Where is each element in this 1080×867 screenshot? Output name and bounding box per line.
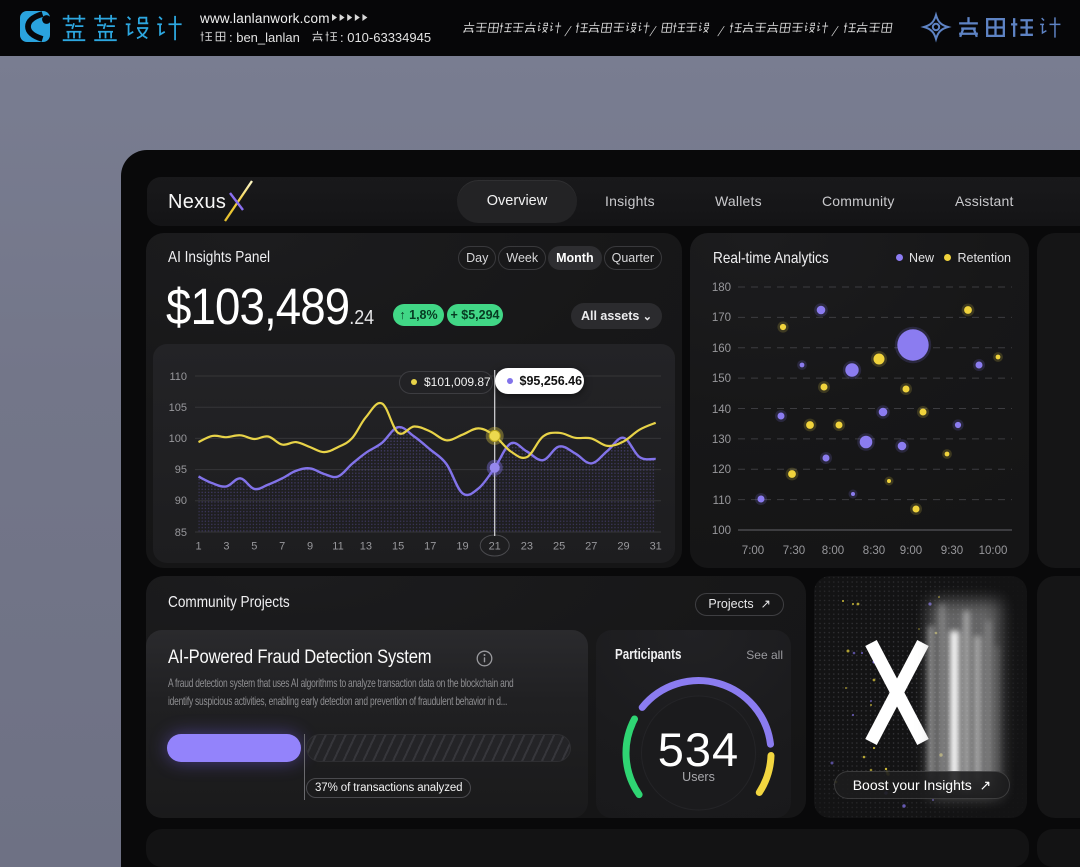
svg-text:3: 3 [223, 541, 229, 553]
svg-text:140: 140 [712, 404, 731, 416]
svg-text:: ben_lanlan: : ben_lanlan [229, 30, 300, 45]
svg-text:170: 170 [712, 312, 731, 324]
svg-text:21: 21 [489, 541, 501, 553]
svg-text:90: 90 [175, 495, 187, 507]
svg-text:23: 23 [521, 541, 533, 553]
svg-text:9:30: 9:30 [941, 545, 963, 557]
svg-text:7: 7 [279, 541, 285, 553]
svg-text:15: 15 [392, 541, 404, 553]
svg-text:/: / [563, 24, 572, 40]
svg-text:9: 9 [307, 541, 313, 553]
svg-text:9:00: 9:00 [900, 545, 922, 557]
svg-text:29: 29 [617, 541, 629, 553]
svg-text:7:30: 7:30 [783, 545, 805, 557]
svg-text:19: 19 [456, 541, 468, 553]
svg-text:110: 110 [169, 371, 187, 383]
svg-text:85: 85 [175, 527, 187, 539]
svg-text:95: 95 [175, 464, 187, 476]
svg-text:110: 110 [713, 495, 731, 507]
svg-text:100: 100 [712, 525, 731, 537]
svg-text:10:00: 10:00 [979, 545, 1008, 557]
svg-text:7:00: 7:00 [742, 545, 764, 557]
svg-text:160: 160 [712, 343, 731, 355]
svg-text:120: 120 [712, 464, 731, 476]
svg-text:105: 105 [169, 402, 187, 414]
svg-text:/: / [716, 24, 725, 40]
svg-text:130: 130 [712, 434, 731, 446]
svg-text:100: 100 [169, 433, 187, 445]
svg-text:27: 27 [585, 541, 597, 553]
svg-text:13: 13 [360, 541, 372, 553]
svg-text:31: 31 [650, 541, 662, 553]
svg-text:www.lanlanwork.com: www.lanlanwork.com [199, 11, 330, 26]
svg-text:1: 1 [195, 541, 201, 553]
svg-text:17: 17 [424, 541, 436, 553]
svg-text:/: / [648, 24, 657, 40]
svg-text:25: 25 [553, 541, 565, 553]
svg-text:150: 150 [712, 373, 731, 385]
svg-text:8:00: 8:00 [822, 545, 844, 557]
svg-text:180: 180 [712, 282, 731, 294]
svg-text:534: 534 [658, 723, 739, 776]
svg-text:/: / [830, 24, 839, 40]
svg-text:11: 11 [332, 541, 343, 553]
svg-text:Users: Users [682, 770, 715, 784]
svg-text:: 010-63334945: : 010-63334945 [340, 30, 431, 45]
svg-text:8:30: 8:30 [863, 545, 885, 557]
svg-text:5: 5 [251, 541, 257, 553]
